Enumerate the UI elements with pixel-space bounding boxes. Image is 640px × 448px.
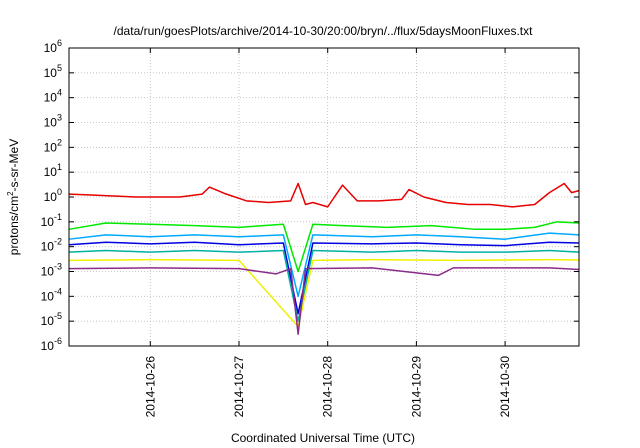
axis-ticks: 10-610-510-410-310-210-11001011021031041… [41,38,579,417]
y-tick-exp: -6 [54,336,62,346]
y-tick-base: 10 [44,140,58,154]
series-line-2 [68,221,580,273]
series-lines [68,182,580,335]
y-tick-base: 10 [41,265,55,279]
chart-title: /data/run/goesPlots/archive/2014-10-30/2… [114,24,534,38]
y-tick-base: 10 [44,165,58,179]
y-axis-label-base: protons/cm [7,196,21,255]
y-tick-label: 10-5 [41,311,62,328]
x-axis-label: Coordinated Universal Time (UTC) [231,431,415,445]
y-axis-label: protons/cm2-s-sr-MeV [6,139,21,255]
y-tick-label: 104 [44,88,62,105]
series-line-5 [68,249,580,322]
y-tick-base: 10 [41,314,55,328]
series-line-1 [68,182,580,208]
y-tick-label: 101 [44,162,62,179]
series-line-6 [68,258,580,328]
y-tick-exp: 2 [57,137,62,147]
y-axis-label-sup: 2 [6,191,15,196]
y-tick-label: 10-3 [41,262,62,279]
series-line-7 [68,267,580,335]
y-tick-exp: -2 [54,237,62,247]
y-tick-label: 10-2 [41,237,62,254]
y-tick-exp: 5 [57,63,62,73]
y-tick-base: 10 [44,66,58,80]
y-tick-exp: -5 [54,311,62,321]
y-tick-label: 10-4 [41,286,62,303]
y-tick-base: 10 [41,339,55,353]
y-tick-exp: 0 [57,187,62,197]
y-tick-label: 103 [44,113,62,130]
x-tick-label: 2014-10-27 [232,356,246,418]
y-tick-base: 10 [41,215,55,229]
y-tick-exp: 4 [57,88,62,98]
y-tick-label: 102 [44,137,62,154]
x-tick-label: 2014-10-29 [409,356,423,418]
y-tick-base: 10 [44,116,58,130]
y-tick-base: 10 [44,41,58,55]
y-tick-base: 10 [44,190,58,204]
y-tick-label: 10-1 [41,212,62,229]
y-tick-exp: 1 [57,162,62,172]
y-tick-label: 106 [44,38,62,55]
y-tick-exp: 3 [57,113,62,123]
y-tick-exp: 6 [57,38,62,48]
y-tick-label: 10-6 [41,336,62,353]
y-tick-exp: -1 [54,212,62,222]
x-tick-label: 2014-10-26 [143,356,157,418]
y-tick-label: 105 [44,63,62,80]
x-tick-label: 2014-10-30 [498,356,512,418]
x-tick-label: 2014-10-28 [321,356,335,418]
y-tick-base: 10 [41,289,55,303]
y-tick-exp: -3 [54,262,62,272]
series-line-3 [68,232,580,298]
y-tick-label: 100 [44,187,62,204]
y-tick-base: 10 [41,240,55,254]
y-axis-label-rest: -s-sr-MeV [7,139,21,192]
grid-lines [69,48,579,346]
y-tick-exp: -4 [54,286,62,296]
series-line-4 [68,241,580,315]
y-tick-base: 10 [44,91,58,105]
